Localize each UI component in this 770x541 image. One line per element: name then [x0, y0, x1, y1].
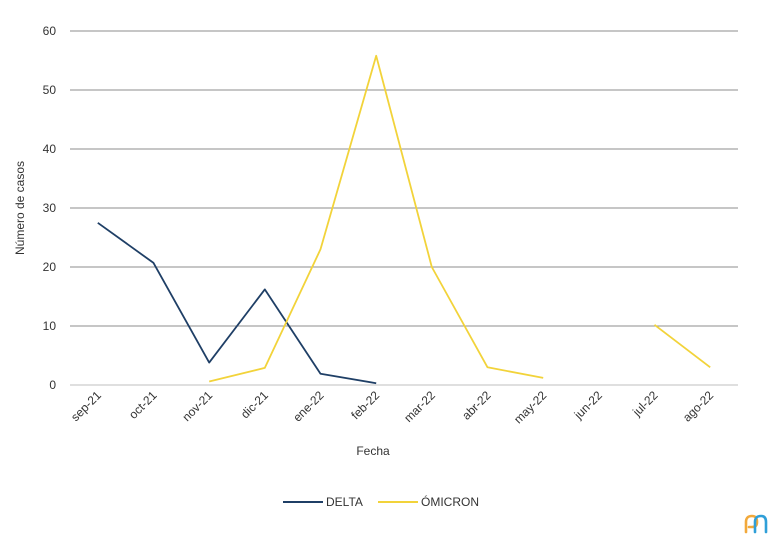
y-tick-0: 0 [49, 378, 56, 392]
x-tick-jul-22: jul-22 [629, 388, 661, 420]
x-axis-title: Fecha [356, 444, 390, 458]
legend: DELTA ÓMICRON [283, 494, 479, 509]
y-tick-labels: 0 10 20 30 40 50 60 [43, 24, 57, 392]
series-line-ómicron [208, 54, 711, 383]
x-tick-sep-21: sep-21 [68, 388, 104, 424]
x-tick-jun-22: jun-22 [571, 388, 605, 422]
y-tick-40: 40 [43, 142, 57, 156]
x-tick-abr-22: abr-22 [459, 388, 494, 423]
x-tick-oct-21: oct-21 [126, 388, 160, 422]
logo-right-shape [753, 514, 768, 534]
series-line-delta [97, 222, 377, 385]
y-tick-30: 30 [43, 201, 57, 215]
x-tick-may-22: may-22 [511, 388, 549, 426]
gridlines [70, 30, 738, 386]
x-tick-feb-22: feb-22 [348, 388, 382, 422]
x-tick-nov-21: nov-21 [179, 388, 215, 424]
x-tick-dic-21: dic-21 [238, 388, 271, 421]
brand-logo-icon [744, 514, 768, 534]
x-tick-ene-22: ene-22 [290, 388, 327, 425]
legend-label-delta: DELTA [326, 495, 363, 509]
legend-label-ómicron: ÓMICRON [421, 494, 479, 509]
y-tick-10: 10 [43, 319, 57, 333]
y-axis-title: Número de casos [13, 161, 27, 255]
x-tick-mar-22: mar-22 [401, 388, 438, 425]
y-tick-60: 60 [43, 24, 57, 38]
y-tick-20: 20 [43, 260, 57, 274]
y-tick-50: 50 [43, 83, 57, 97]
x-tick-labels: sep-21 oct-21 nov-21 dic-21 ene-22 feb-22 mar-… [68, 388, 716, 426]
series-lines [97, 54, 711, 385]
x-tick-ago-22: ago-22 [680, 388, 717, 425]
